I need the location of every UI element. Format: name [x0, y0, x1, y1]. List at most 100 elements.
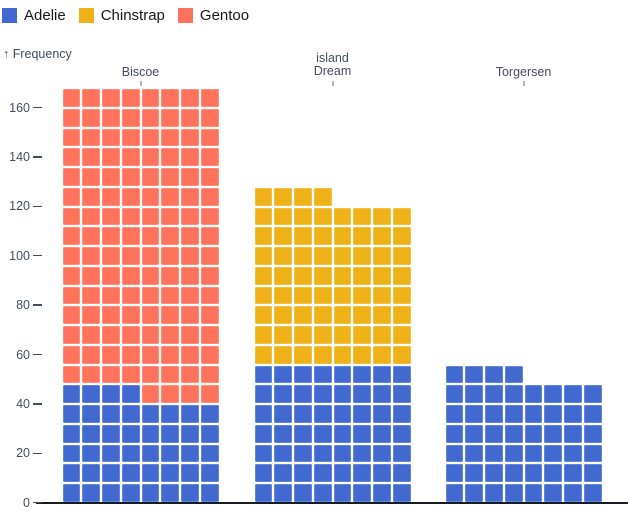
waffle-cell-gentoo[interactable]: [141, 108, 160, 127]
waffle-cell-adelie[interactable]: [181, 484, 199, 502]
waffle-cell-adelie[interactable]: [373, 365, 391, 384]
waffle-cell-chinstrap[interactable]: [392, 247, 411, 265]
waffle-cell-adelie[interactable]: [524, 484, 543, 502]
waffle-cell-adelie[interactable]: [294, 365, 312, 384]
waffle-cell-gentoo[interactable]: [161, 108, 179, 127]
waffle-cell-adelie[interactable]: [121, 385, 140, 404]
waffle-cell-adelie[interactable]: [141, 424, 160, 443]
waffle-cell-adelie[interactable]: [465, 405, 483, 423]
waffle-cell-chinstrap[interactable]: [392, 326, 411, 344]
waffle-cell-adelie[interactable]: [392, 464, 411, 483]
waffle-cell-adelie[interactable]: [181, 444, 199, 463]
waffle-cell-gentoo[interactable]: [62, 286, 81, 305]
waffle-cell-gentoo[interactable]: [141, 168, 160, 186]
waffle-cell-adelie[interactable]: [583, 405, 602, 423]
waffle-cell-adelie[interactable]: [583, 385, 602, 404]
waffle-cell-adelie[interactable]: [392, 385, 411, 404]
waffle-cell-gentoo[interactable]: [161, 385, 179, 404]
waffle-cell-adelie[interactable]: [62, 444, 81, 463]
waffle-cell-gentoo[interactable]: [62, 148, 81, 167]
waffle-cell-adelie[interactable]: [485, 424, 503, 443]
waffle-cell-chinstrap[interactable]: [313, 306, 332, 325]
waffle-cell-chinstrap[interactable]: [274, 345, 292, 364]
waffle-cell-gentoo[interactable]: [102, 128, 120, 147]
waffle-cell-gentoo[interactable]: [161, 168, 179, 186]
waffle-cell-gentoo[interactable]: [181, 207, 199, 226]
waffle-cell-gentoo[interactable]: [181, 227, 199, 246]
waffle-cell-gentoo[interactable]: [161, 286, 179, 305]
waffle-cell-adelie[interactable]: [161, 424, 179, 443]
waffle-cell-gentoo[interactable]: [121, 365, 140, 384]
waffle-cell-chinstrap[interactable]: [333, 266, 352, 285]
waffle-cell-adelie[interactable]: [392, 424, 411, 443]
waffle-cell-chinstrap[interactable]: [353, 207, 371, 226]
waffle-cell-adelie[interactable]: [121, 444, 140, 463]
waffle-cell-gentoo[interactable]: [82, 207, 100, 226]
waffle-cell-chinstrap[interactable]: [333, 345, 352, 364]
waffle-cell-adelie[interactable]: [524, 385, 543, 404]
waffle-cell-gentoo[interactable]: [161, 89, 179, 107]
waffle-cell-gentoo[interactable]: [82, 247, 100, 265]
waffle-cell-gentoo[interactable]: [102, 247, 120, 265]
waffle-cell-adelie[interactable]: [485, 484, 503, 502]
waffle-cell-adelie[interactable]: [465, 464, 483, 483]
waffle-cell-gentoo[interactable]: [141, 385, 160, 404]
waffle-cell-chinstrap[interactable]: [333, 286, 352, 305]
waffle-cell-gentoo[interactable]: [141, 148, 160, 167]
waffle-cell-adelie[interactable]: [583, 484, 602, 502]
waffle-cell-gentoo[interactable]: [181, 148, 199, 167]
waffle-cell-adelie[interactable]: [274, 484, 292, 502]
waffle-cell-chinstrap[interactable]: [254, 227, 273, 246]
waffle-cell-adelie[interactable]: [333, 484, 352, 502]
waffle-cell-gentoo[interactable]: [200, 128, 219, 147]
waffle-cell-gentoo[interactable]: [181, 108, 199, 127]
waffle-cell-gentoo[interactable]: [62, 207, 81, 226]
waffle-cell-adelie[interactable]: [564, 484, 582, 502]
waffle-cell-gentoo[interactable]: [181, 89, 199, 107]
waffle-cell-chinstrap[interactable]: [294, 227, 312, 246]
waffle-cell-chinstrap[interactable]: [274, 207, 292, 226]
waffle-cell-gentoo[interactable]: [161, 247, 179, 265]
waffle-cell-gentoo[interactable]: [141, 89, 160, 107]
waffle-cell-gentoo[interactable]: [82, 227, 100, 246]
waffle-cell-adelie[interactable]: [141, 444, 160, 463]
waffle-cell-chinstrap[interactable]: [392, 266, 411, 285]
waffle-cell-gentoo[interactable]: [102, 286, 120, 305]
waffle-cell-adelie[interactable]: [294, 484, 312, 502]
waffle-cell-gentoo[interactable]: [200, 89, 219, 107]
waffle-cell-adelie[interactable]: [564, 405, 582, 423]
waffle-cell-chinstrap[interactable]: [294, 207, 312, 226]
waffle-cell-adelie[interactable]: [254, 405, 273, 423]
waffle-cell-gentoo[interactable]: [62, 128, 81, 147]
waffle-cell-chinstrap[interactable]: [392, 227, 411, 246]
waffle-cell-gentoo[interactable]: [121, 89, 140, 107]
waffle-cell-adelie[interactable]: [445, 444, 464, 463]
waffle-cell-gentoo[interactable]: [200, 365, 219, 384]
waffle-cell-gentoo[interactable]: [62, 168, 81, 186]
waffle-cell-adelie[interactable]: [583, 424, 602, 443]
waffle-cell-adelie[interactable]: [485, 444, 503, 463]
waffle-cell-gentoo[interactable]: [200, 266, 219, 285]
waffle-cell-adelie[interactable]: [504, 424, 523, 443]
waffle-cell-gentoo[interactable]: [62, 345, 81, 364]
waffle-cell-chinstrap[interactable]: [353, 227, 371, 246]
waffle-cell-adelie[interactable]: [82, 424, 100, 443]
waffle-cell-adelie[interactable]: [294, 444, 312, 463]
waffle-cell-adelie[interactable]: [353, 385, 371, 404]
waffle-cell-adelie[interactable]: [274, 424, 292, 443]
waffle-cell-chinstrap[interactable]: [373, 207, 391, 226]
waffle-cell-gentoo[interactable]: [82, 266, 100, 285]
waffle-cell-adelie[interactable]: [161, 444, 179, 463]
waffle-cell-gentoo[interactable]: [62, 247, 81, 265]
waffle-cell-adelie[interactable]: [141, 464, 160, 483]
waffle-cell-chinstrap[interactable]: [313, 286, 332, 305]
waffle-cell-adelie[interactable]: [373, 405, 391, 423]
waffle-cell-gentoo[interactable]: [200, 385, 219, 404]
waffle-cell-chinstrap[interactable]: [333, 207, 352, 226]
waffle-cell-gentoo[interactable]: [82, 108, 100, 127]
waffle-cell-adelie[interactable]: [485, 365, 503, 384]
waffle-cell-chinstrap[interactable]: [373, 247, 391, 265]
waffle-cell-chinstrap[interactable]: [313, 247, 332, 265]
waffle-cell-gentoo[interactable]: [82, 168, 100, 186]
waffle-cell-chinstrap[interactable]: [274, 306, 292, 325]
